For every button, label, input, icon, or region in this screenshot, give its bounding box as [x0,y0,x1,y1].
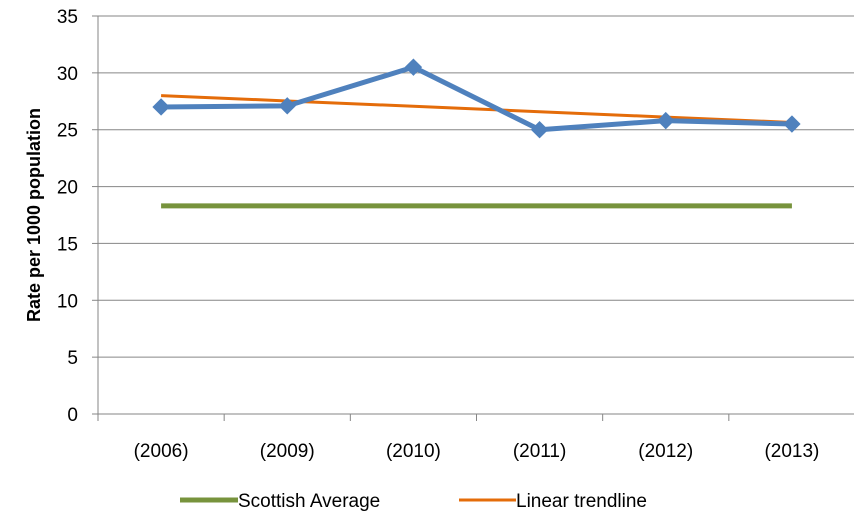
x-tick-label: (2006) [134,441,189,462]
legend-label: Linear trendline [516,491,647,512]
y-tick-label: 35 [57,7,78,28]
x-tick-label: (2011) [513,441,567,462]
y-tick-label: 0 [67,405,78,426]
data-point-marker [152,98,170,116]
x-tick-label: (2010) [386,441,441,462]
axes [92,15,854,421]
data-point-marker [783,115,801,133]
tick-labels: 0 5 10 15 20 25 30 35 (2006) (2009) (2010) (2011) (2… [57,7,820,462]
series-line-linear-trendline [161,94,792,124]
series-line-rate [161,64,792,133]
data-point-marker [530,121,549,139]
legend: Scottish Average Linear trendline [180,491,647,512]
x-tick-label: (2012) [638,441,693,462]
data-point-marker [278,97,296,115]
x-tick-label: (2013) [764,441,819,462]
y-tick-label: 25 [57,121,78,142]
x-tick-label: (2009) [260,441,315,462]
y-tick-label: 20 [57,178,78,199]
legend-label: Scottish Average [238,491,380,512]
y-tick-label: 30 [57,64,78,85]
y-tick-label: 5 [67,348,78,369]
y-tick-label: 15 [57,234,78,255]
data-point-marker [404,58,423,76]
y-axis-title: Rate per 1000 population [24,108,44,322]
data-point-marker [657,111,675,130]
y-tick-label: 10 [57,291,78,312]
gridlines [98,15,854,358]
series-layer [152,58,801,209]
